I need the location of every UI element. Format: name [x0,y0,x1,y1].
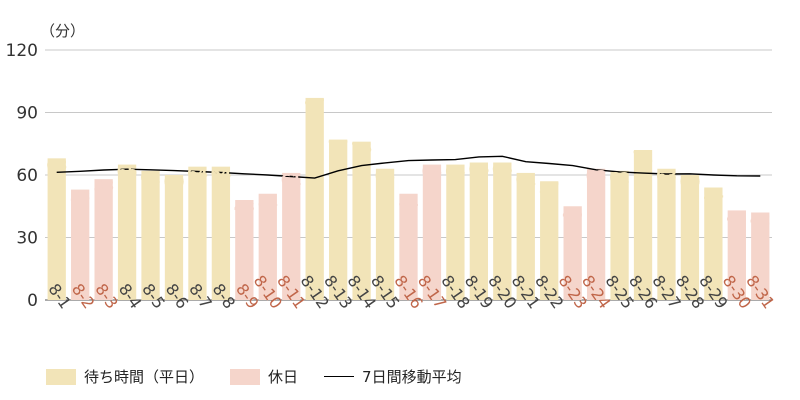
bar [328,139,348,300]
bar [399,193,418,300]
legend-item-moving-average: 7日間移動平均 [324,366,462,387]
bar [117,164,137,300]
bar [751,212,770,300]
y-tick-label: 120 [6,41,38,61]
data-label: 58 [93,177,114,195]
legend-item-holiday: 休日 [230,366,298,387]
data-label: 97 [304,96,325,114]
data-label: 72 [633,148,654,166]
bar [727,210,746,300]
bar [680,175,700,300]
bar [235,200,254,300]
y-tick-label: 30 [16,229,38,249]
bar [610,170,629,300]
bar [47,158,66,300]
y-tick-label: 0 [27,291,38,311]
legend-swatch-moving-average [324,376,355,377]
y-unit-label: （分） [40,22,85,40]
bar [540,181,559,300]
bar [94,179,113,300]
data-label: 65 [445,163,466,181]
bar [657,168,676,300]
data-label: 64 [210,165,231,183]
data-label: 51 [398,192,419,210]
data-label: 62 [609,169,630,187]
bar [258,193,277,300]
bar [305,97,324,301]
bar [633,150,653,300]
data-label: 66 [468,161,489,179]
legend-item-weekday: 待ち時間（平日） [46,366,204,387]
data-label: 48 [234,198,255,216]
data-label: 60 [164,173,185,191]
bar [188,166,207,300]
bar [164,175,184,300]
bar [71,189,90,300]
bar [211,166,231,300]
data-label: 61 [515,171,536,189]
bar [141,170,160,300]
legend: 待ち時間（平日） 休日 7日間移動平均 [46,366,488,387]
data-label: 77 [328,138,349,156]
y-tick-label: 60 [16,166,38,186]
data-label: 76 [351,140,372,158]
data-label: 43 [726,208,747,226]
data-label: 65 [117,163,138,181]
legend-label-holiday: 休日 [268,368,299,386]
moving-average-layer [56,155,761,179]
data-label: 54 [703,186,724,204]
data-label: 66 [492,161,513,179]
legend-label-weekday: 待ち時間（平日） [84,368,205,386]
data-label: 61 [281,171,302,189]
legend-swatch-holiday [230,368,261,385]
bar [422,164,442,300]
bars-layer [47,97,770,301]
data-label: 51 [257,192,278,210]
y-axis: 0 30 60 90 120 [6,41,38,311]
data-label: 63 [586,167,607,185]
legend-swatch-weekday [46,368,76,385]
legend-label-moving-average: 7日間移動平均 [362,368,462,386]
bar [446,164,465,300]
bar [586,168,606,300]
bar [493,162,512,300]
bar [563,206,582,300]
bar [375,168,395,300]
data-label: 63 [375,167,396,185]
data-label: 57 [539,179,560,197]
data-label: 62 [140,169,161,187]
bar [282,172,301,300]
moving-average-line [56,155,761,179]
data-label: 63 [656,167,677,185]
bar [516,172,535,300]
data-label: 42 [750,211,771,229]
data-label: 60 [679,173,700,191]
bar [352,141,371,300]
data-label: 65 [422,163,443,181]
bar [704,187,723,300]
data-label: 64 [187,165,208,183]
data-label: 68 [46,156,67,174]
data-label: 45 [562,204,583,222]
y-tick-label: 90 [16,104,38,124]
bar [469,162,489,300]
data-label: 53 [70,188,91,206]
